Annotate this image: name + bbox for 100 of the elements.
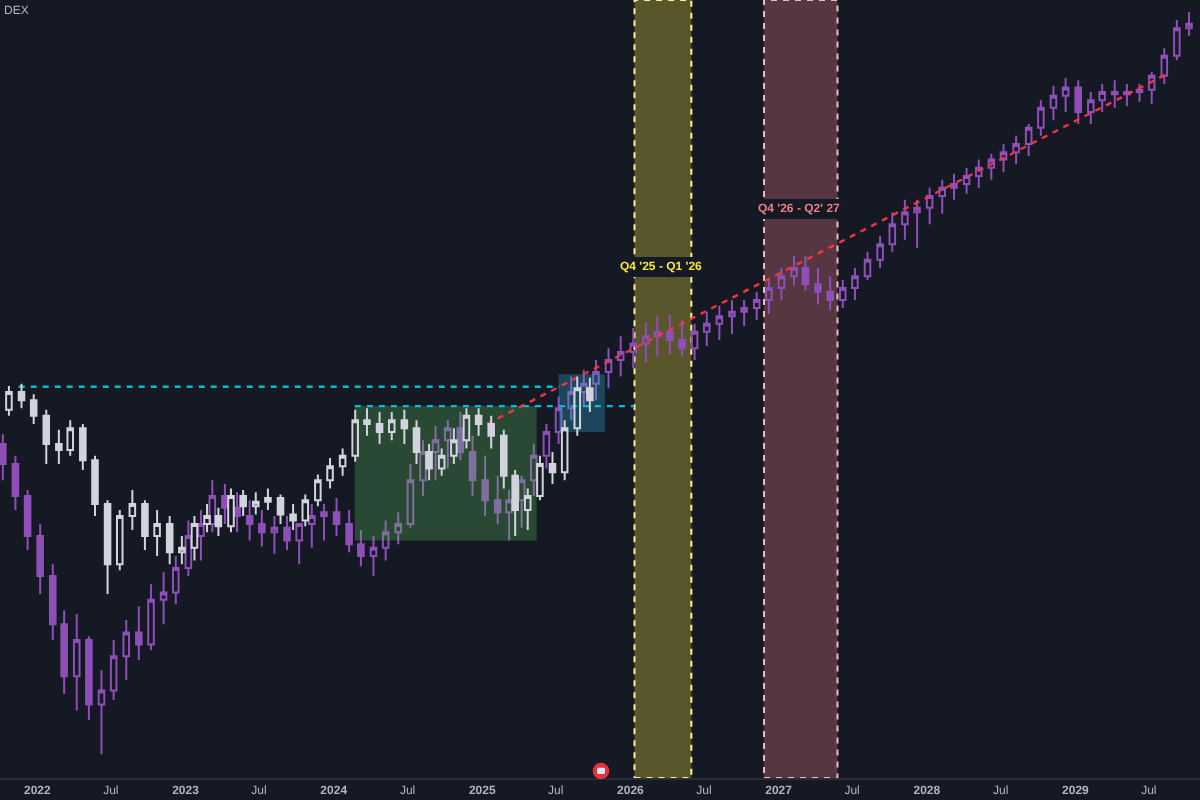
candlestick <box>264 487 272 511</box>
candlestick <box>925 186 934 226</box>
candlestick <box>962 166 971 195</box>
candlestick <box>29 393 38 425</box>
candlestick <box>573 375 582 437</box>
candlestick <box>586 376 594 414</box>
candlestick <box>270 514 279 555</box>
candlestick <box>777 267 786 301</box>
candlestick <box>141 499 149 552</box>
candlestick <box>851 267 859 301</box>
candlestick <box>838 278 847 310</box>
candlestick <box>17 382 26 410</box>
candlestick <box>23 488 32 552</box>
candlestick <box>42 408 51 465</box>
candlestick <box>876 235 884 269</box>
candlestick <box>400 408 409 445</box>
candlestick <box>554 395 563 445</box>
candlestick <box>375 411 384 445</box>
candlestick <box>974 158 983 189</box>
candlestick <box>604 347 613 390</box>
candlestick <box>863 250 872 281</box>
candlestick <box>728 298 736 336</box>
candlestick <box>740 298 748 327</box>
candlestick <box>251 491 260 516</box>
candlestick <box>283 514 291 552</box>
candlestick <box>801 255 810 292</box>
candlestick <box>320 503 328 542</box>
candlestick <box>172 555 180 606</box>
candlestick <box>523 487 532 532</box>
candlestick <box>351 408 359 463</box>
candlestick <box>666 313 674 356</box>
candlestick <box>425 442 433 482</box>
candlestick <box>245 499 254 542</box>
candlestick <box>1123 82 1131 108</box>
candlestick <box>227 487 235 534</box>
candlestick <box>5 385 13 417</box>
candlestick <box>203 503 211 534</box>
candlestick <box>999 143 1008 174</box>
candlestick <box>752 290 761 321</box>
candlestick <box>11 454 20 511</box>
candlestick <box>1012 134 1020 166</box>
candlestick <box>208 479 217 534</box>
candlestick <box>548 451 557 486</box>
candlestick <box>91 454 99 517</box>
candlestick <box>135 605 143 661</box>
candlestick <box>85 635 93 722</box>
candlestick <box>1147 71 1156 105</box>
candlestick <box>79 422 87 471</box>
candlestick <box>412 419 421 465</box>
candlestick <box>1061 76 1070 114</box>
candlestick <box>122 618 131 681</box>
candlestick <box>190 514 199 562</box>
candlestick <box>888 211 897 253</box>
candlestick <box>1037 99 1045 137</box>
candlestick <box>814 267 822 306</box>
candlestick <box>387 411 396 442</box>
candlestick <box>345 509 353 554</box>
candlestick <box>616 335 625 378</box>
candlestick <box>363 407 371 437</box>
candlestick <box>165 514 174 566</box>
candlestick <box>1135 82 1144 103</box>
candlestick <box>314 473 322 508</box>
candlestick <box>214 506 223 537</box>
candlestick <box>109 638 118 702</box>
candlestick <box>913 198 921 249</box>
candlestick <box>72 612 81 712</box>
candlestick <box>239 488 247 517</box>
candlestick <box>1173 19 1181 62</box>
candlestick <box>1110 79 1119 109</box>
candlestick <box>153 509 161 558</box>
candlestick <box>987 152 996 181</box>
candlestick <box>1024 122 1033 157</box>
candlestick <box>950 172 958 201</box>
candlestick <box>450 427 458 465</box>
candlestick <box>221 483 229 526</box>
candlestick <box>115 509 124 572</box>
candlestick <box>233 491 241 534</box>
candlestick <box>536 454 544 502</box>
candlestick <box>258 509 266 548</box>
candlestick <box>357 529 365 568</box>
candlestick <box>487 414 495 450</box>
candlestick <box>295 523 303 566</box>
candlestick <box>369 534 378 578</box>
candlestick <box>765 278 773 316</box>
candlestick <box>0 433 7 482</box>
candlestick <box>560 419 569 482</box>
candlestick <box>1160 47 1169 85</box>
candlestick <box>629 327 638 370</box>
candlestick <box>437 447 446 477</box>
candlestick <box>938 178 946 215</box>
candlestick <box>678 318 686 358</box>
candlestick <box>36 523 44 595</box>
candlestick <box>1185 10 1193 37</box>
candlestick <box>462 407 471 450</box>
candlestick <box>542 422 551 470</box>
candlestick <box>184 519 193 578</box>
candlestick <box>326 457 334 490</box>
candlestick <box>103 499 112 595</box>
candlestick <box>901 198 909 241</box>
candlestick <box>1074 79 1082 125</box>
